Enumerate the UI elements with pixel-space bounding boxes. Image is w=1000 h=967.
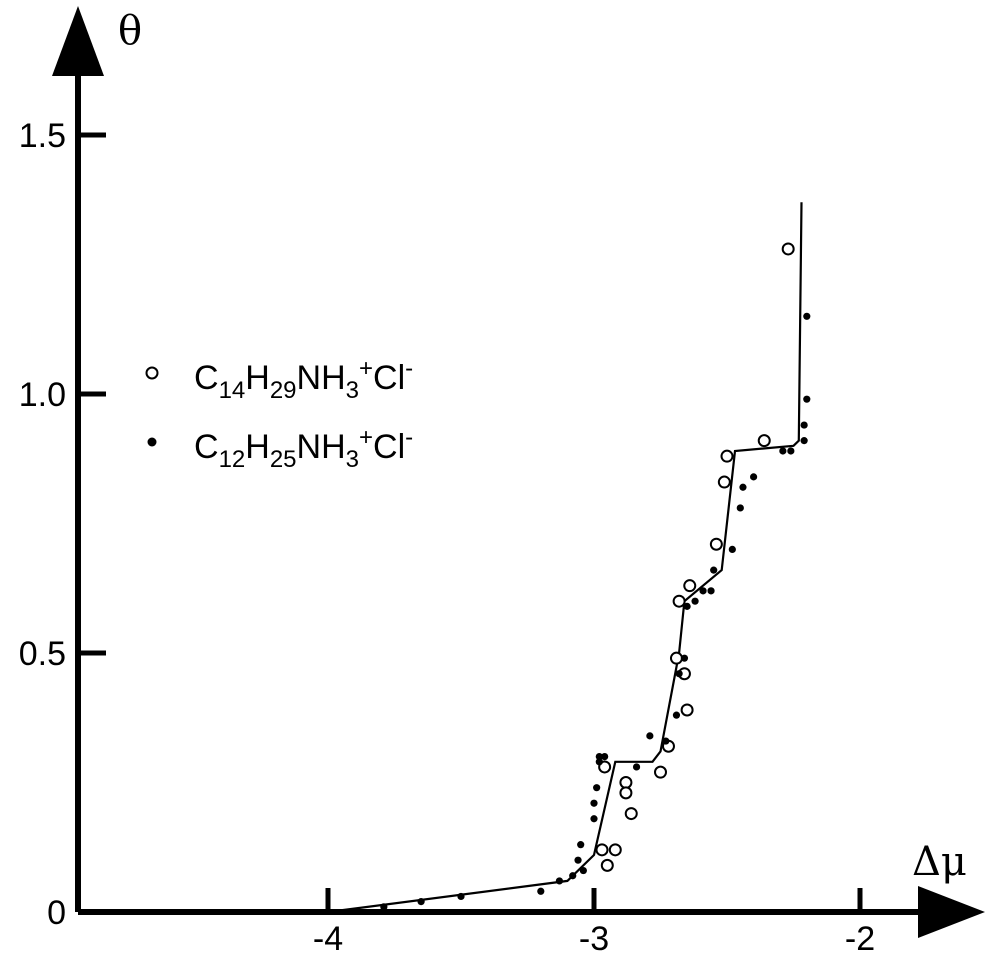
open-point xyxy=(680,703,694,717)
filled-point xyxy=(662,737,670,745)
filled-point xyxy=(595,753,603,761)
legend-marker-open xyxy=(145,366,159,380)
legend-entry-part: 3 xyxy=(346,446,359,473)
legend-entry-part: Cl xyxy=(373,359,405,397)
filled-point xyxy=(707,587,715,595)
filled-point xyxy=(800,421,808,429)
open-point xyxy=(757,434,771,448)
filled-point xyxy=(691,597,699,605)
legend-entry-part: H xyxy=(245,428,270,466)
y-tick-label: 0.5 xyxy=(19,635,66,673)
filled-point xyxy=(601,753,609,761)
legend-entry-part: 29 xyxy=(270,377,297,404)
open-point xyxy=(595,843,609,857)
filled-point xyxy=(595,758,603,766)
filled-point xyxy=(457,892,465,901)
filled-point xyxy=(739,483,747,491)
filled-point xyxy=(736,504,744,512)
open-point xyxy=(709,537,723,551)
filled-point xyxy=(683,602,691,610)
legend-entry-part: C xyxy=(194,428,219,466)
filled-point xyxy=(569,872,577,880)
open-point xyxy=(717,475,731,489)
open-point xyxy=(608,843,622,857)
filled-point xyxy=(672,711,681,719)
y-axis-label: θ xyxy=(118,8,142,54)
legend-entry-part: C xyxy=(194,359,219,397)
filled-point xyxy=(577,841,585,849)
y-axis-arrow xyxy=(52,6,104,76)
filled-point xyxy=(728,545,736,554)
filled-point xyxy=(590,799,598,807)
open-point xyxy=(624,807,638,821)
filled-point xyxy=(593,784,601,792)
filled-point xyxy=(632,763,641,771)
legend: C14H29NH3+Cl-C12H25NH3+Cl- xyxy=(145,355,413,473)
open-point xyxy=(672,594,686,608)
filled-point xyxy=(800,437,808,445)
filled-point xyxy=(417,898,425,906)
filled-point xyxy=(779,447,787,455)
filled-point xyxy=(579,866,587,875)
filled-point xyxy=(537,887,545,895)
legend-marker-filled xyxy=(147,437,157,447)
x-axis-arrow xyxy=(918,886,985,938)
filled-point xyxy=(574,856,582,864)
x-axis-label: Δμ xyxy=(912,839,967,885)
x-tick-label: -2 xyxy=(845,920,875,958)
legend-entry-part: H xyxy=(245,359,270,397)
legend-entry-part: 3 xyxy=(346,377,359,404)
filled-point xyxy=(699,587,707,595)
fit-line-group xyxy=(327,202,803,914)
legend-entry-part: - xyxy=(405,355,413,382)
filled-point xyxy=(646,732,654,740)
x-tick-label: -4 xyxy=(313,920,343,958)
legend-entry-part: + xyxy=(359,355,373,382)
filled-point xyxy=(380,903,388,911)
legend-entry: C12H25NH3+Cl- xyxy=(194,424,413,473)
filled-point xyxy=(787,447,795,455)
filled-point xyxy=(750,473,758,481)
filled-point xyxy=(803,312,811,320)
open-point xyxy=(683,579,697,593)
filled-point xyxy=(555,877,564,885)
open-point xyxy=(654,765,667,779)
open-point xyxy=(781,242,795,256)
legend-entry-part: - xyxy=(405,424,413,451)
y-tick-label: 1.5 xyxy=(19,117,66,155)
y-tick-label: 0 xyxy=(47,894,66,932)
legend-entry: C14H29NH3+Cl- xyxy=(194,355,413,404)
filled-point xyxy=(710,566,718,574)
legend-entry-part: NH xyxy=(297,359,346,397)
y-tick-label: 1.0 xyxy=(19,376,66,414)
open-point xyxy=(619,776,633,789)
filled-point xyxy=(590,815,598,823)
filled-point xyxy=(675,670,683,678)
filled-point xyxy=(803,395,811,403)
fit-line xyxy=(327,202,803,914)
data-points xyxy=(380,242,811,911)
legend-entry-part: 12 xyxy=(219,446,246,473)
x-tick-label: -3 xyxy=(579,920,609,958)
open-point xyxy=(669,651,683,665)
legend-entry-part: 25 xyxy=(270,446,297,473)
legend-entry-part: 14 xyxy=(219,377,246,404)
legend-entry-part: NH xyxy=(297,428,346,466)
open-point xyxy=(600,858,614,872)
filled-point xyxy=(680,654,689,662)
legend-entry-part: + xyxy=(359,424,373,451)
open-point xyxy=(619,786,633,800)
legend-entry-part: Cl xyxy=(373,428,405,466)
open-point xyxy=(720,449,734,463)
